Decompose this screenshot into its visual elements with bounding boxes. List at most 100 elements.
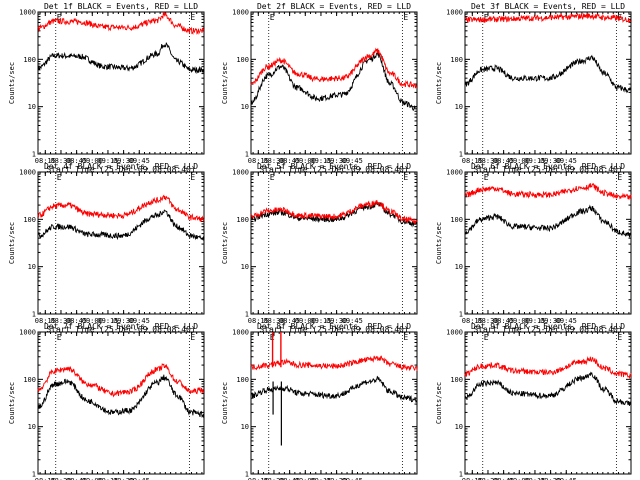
panel-2: Det 2f BLACK = Events, RED = LLD08:1508:… [221, 2, 418, 174]
y-tick-label: 10 [455, 423, 463, 431]
panel-4: Det 4f BLACK = Events, RED = LLD 08:1508:… [8, 162, 205, 334]
plot-frame [250, 171, 418, 315]
y-tick-label: 10 [241, 103, 249, 111]
panel-1: Det 1f BLACK = Events, RED = LLD08:1508:… [8, 2, 205, 174]
panel-3: Det 3f BLACK = Events, RED = LLD08:1508:… [435, 2, 632, 174]
x-tick-label: 09:15 [524, 477, 545, 480]
x-tick-label: 09:30 [113, 317, 134, 325]
x-axis-title: Start Time (25-Dec-09 08:08:40) [259, 165, 408, 174]
y-axis-title: Counts/sec [435, 382, 443, 424]
x-tick-label: 08:45 [66, 157, 87, 165]
y-tick-label: 1000 [232, 169, 249, 177]
plot-frame [37, 331, 205, 475]
panel-title: Det 4f BLACK = Events, RED = LLD [44, 162, 198, 171]
plot-frame [250, 331, 418, 475]
y-tick-label: 10 [28, 103, 36, 111]
panel-title: Det 5f BLACK = Events, RED = LLD [257, 162, 411, 171]
x-tick-label: 09:15 [97, 317, 118, 325]
y-tick-label: 1000 [232, 9, 249, 17]
series-line-lld [464, 356, 632, 380]
x-tick-label: 09:15 [310, 477, 331, 480]
x-tick-label: 08:15 [35, 157, 56, 165]
y-tick-label: 1 [245, 151, 249, 159]
x-tick-label: 09:30 [540, 477, 561, 480]
x-axis-title: Start Time (25-Dec-09 08:08:40) [46, 325, 195, 334]
event-flag: E [484, 13, 489, 22]
x-tick-label: 08:15 [248, 157, 269, 165]
y-axis-title: Counts/sec [8, 382, 16, 424]
plot-frame [464, 11, 632, 155]
y-tick-label: 1000 [446, 9, 463, 17]
y-tick-label: 100 [450, 56, 463, 64]
y-axis-title: Counts/sec [8, 62, 16, 104]
x-tick-label: 09:00 [295, 157, 316, 165]
y-tick-label: 100 [236, 376, 249, 384]
x-tick-label: 08:30 [477, 157, 498, 165]
x-tick-label: 09:00 [295, 317, 316, 325]
event-flag: E [57, 173, 62, 182]
x-tick-label: 08:30 [50, 477, 71, 480]
x-tick-label: 09:45 [129, 317, 150, 325]
series-line-events [250, 375, 418, 403]
x-tick-label: 08:15 [248, 477, 269, 480]
x-tick-label: 08:15 [462, 157, 483, 165]
y-tick-label: 10 [241, 423, 249, 431]
y-tick-label: 1 [32, 311, 36, 319]
x-tick-label: 09:15 [310, 157, 331, 165]
x-tick-label: 08:30 [263, 157, 284, 165]
x-tick-label: 09:15 [97, 157, 118, 165]
series-line-events [37, 374, 205, 419]
y-tick-label: 1000 [446, 329, 463, 337]
x-tick-label: 08:15 [248, 317, 269, 325]
y-axis-title: Counts/sec [221, 62, 229, 104]
panel-7: Det 7f BLACK = Events, RED = LLD08:1508:… [8, 322, 205, 480]
y-axis-title: Counts/sec [435, 62, 443, 104]
x-tick-label: 09:00 [82, 157, 103, 165]
x-tick-label: 08:30 [477, 477, 498, 480]
y-tick-label: 100 [450, 216, 463, 224]
x-tick-label: 09:30 [326, 477, 347, 480]
x-tick-label: 08:15 [35, 317, 56, 325]
panel-9: Det 9f BLACK = Events, RED = LLD08:1508:… [435, 322, 632, 480]
x-tick-label: 09:00 [82, 477, 103, 480]
event-flag: E [403, 13, 408, 22]
x-tick-label: 09:45 [342, 477, 363, 480]
event-flag: E [190, 173, 195, 182]
plot-frame [37, 11, 205, 155]
plot-frame [37, 171, 205, 315]
series-line-lld [250, 47, 418, 89]
x-tick-label: 09:30 [540, 317, 561, 325]
x-axis-title: Start Time (25-Dec-09 08:08:40) [259, 325, 408, 334]
y-axis-title: Counts/sec [435, 222, 443, 264]
panel-title: Det 7f BLACK = Events, RED = LLD [44, 322, 198, 331]
event-flag: E [57, 13, 62, 22]
x-tick-label: 09:30 [540, 157, 561, 165]
y-tick-label: 1000 [232, 329, 249, 337]
x-tick-label: 09:45 [342, 157, 363, 165]
x-tick-label: 08:30 [50, 157, 71, 165]
event-flag: E [484, 173, 489, 182]
series-line-lld [37, 11, 205, 35]
series-line-events [250, 52, 418, 111]
series-line-lld [250, 199, 418, 225]
y-tick-label: 10 [28, 423, 36, 431]
x-axis-title: Start Time (25-Dec-09 08:08:40) [46, 165, 195, 174]
x-tick-label: 09:15 [97, 477, 118, 480]
event-flag: E [270, 13, 275, 22]
x-tick-label: 08:30 [50, 317, 71, 325]
x-tick-label: 08:30 [477, 317, 498, 325]
y-tick-label: 100 [450, 376, 463, 384]
series-line-events [464, 204, 632, 238]
y-tick-label: 1000 [446, 169, 463, 177]
y-tick-label: 1 [459, 471, 463, 479]
x-tick-label: 09:45 [129, 477, 150, 480]
x-tick-label: 09:45 [129, 157, 150, 165]
event-flag: E [617, 333, 622, 342]
event-flag: E [190, 13, 195, 22]
x-tick-label: 08:45 [279, 317, 300, 325]
series-line-events [37, 209, 205, 242]
x-tick-label: 08:45 [66, 477, 87, 480]
y-tick-label: 1000 [19, 9, 36, 17]
series-line-lld [250, 355, 418, 372]
